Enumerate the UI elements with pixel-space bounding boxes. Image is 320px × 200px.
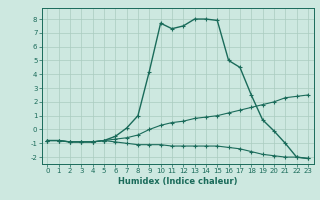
X-axis label: Humidex (Indice chaleur): Humidex (Indice chaleur) bbox=[118, 177, 237, 186]
